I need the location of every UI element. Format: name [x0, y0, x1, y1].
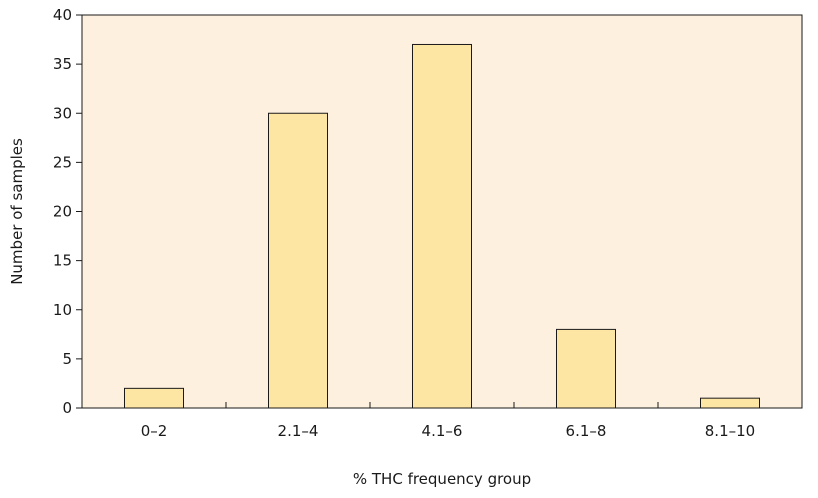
- bar-series: [124, 43, 760, 409]
- y-axis-ticks: 0 5 10 15 20 25 30 35 40: [53, 6, 82, 417]
- x-axis-title: % THC frequency group: [353, 470, 531, 488]
- y-tick-label: 15: [53, 252, 72, 270]
- x-tick-label: 2.1–4: [278, 422, 319, 440]
- bar-4: [556, 328, 616, 409]
- x-tick-label: 6.1–8: [566, 422, 607, 440]
- bar-3: [412, 43, 472, 409]
- x-tick-label: 4.1–6: [422, 422, 463, 440]
- y-tick-label: 20: [53, 203, 72, 221]
- y-axis-title: Number of samples: [8, 138, 26, 285]
- bar-1: [124, 387, 184, 409]
- x-axis-ticks: 0–2 2.1–4 4.1–6 6.1–8 8.1–10: [141, 402, 755, 440]
- y-tick-label: 30: [53, 104, 72, 122]
- y-tick-label: 10: [53, 301, 72, 319]
- y-tick-label: 5: [62, 350, 72, 368]
- y-tick-label: 0: [62, 399, 72, 417]
- bar-2: [268, 112, 328, 409]
- y-tick-label: 40: [53, 6, 72, 24]
- bar-5: [700, 397, 760, 409]
- x-tick-label: 0–2: [141, 422, 168, 440]
- y-tick-label: 25: [53, 153, 72, 171]
- x-tick-label: 8.1–10: [705, 422, 755, 440]
- y-tick-label: 35: [53, 55, 72, 73]
